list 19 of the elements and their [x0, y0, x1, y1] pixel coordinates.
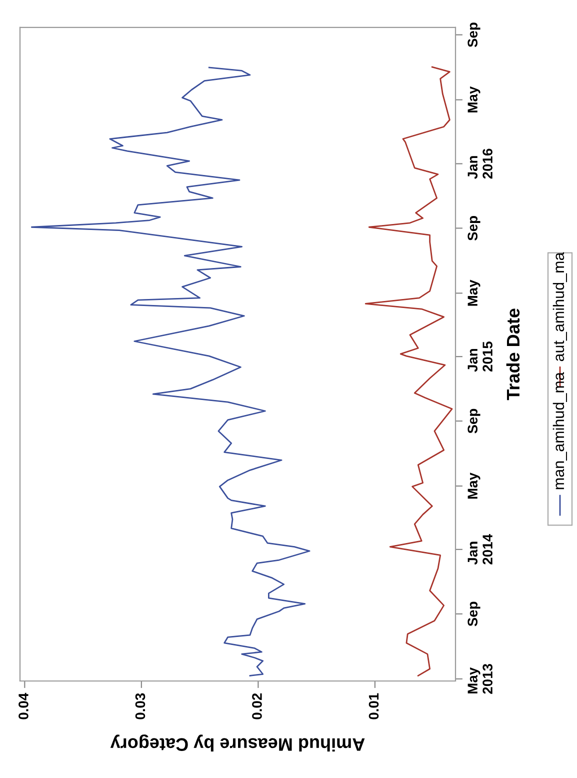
y-tick-label: May [468, 280, 480, 306]
y-tick-label: Sep [468, 408, 480, 434]
y-tick-label: Sep [468, 22, 480, 48]
y-tick-label: Jan 2014 [468, 534, 492, 565]
y-tick-label: May [468, 86, 480, 112]
y-tick-label: May [468, 472, 480, 499]
y-axis-title: Trade Date [506, 308, 520, 400]
text: aut_amihud_ma [552, 252, 567, 362]
x-tick-label: 0.01 [368, 693, 379, 720]
x-axis-title: Amihud Measure by Category [110, 734, 365, 752]
y-tick-label: Sep [468, 216, 480, 241]
x-tick-label: 0.04 [18, 692, 28, 720]
y-tick-label: Sep [468, 602, 480, 626]
y-tick-label: Jan 2015 [468, 342, 492, 372]
y-tick-label: Jan 2016 [468, 148, 492, 179]
y-tick-label: May 2013 [468, 664, 492, 694]
x-tick-label: 0.03 [135, 693, 146, 720]
x-tick-label: 0.02 [252, 693, 262, 720]
text: man_amihud_ma [552, 372, 567, 490]
